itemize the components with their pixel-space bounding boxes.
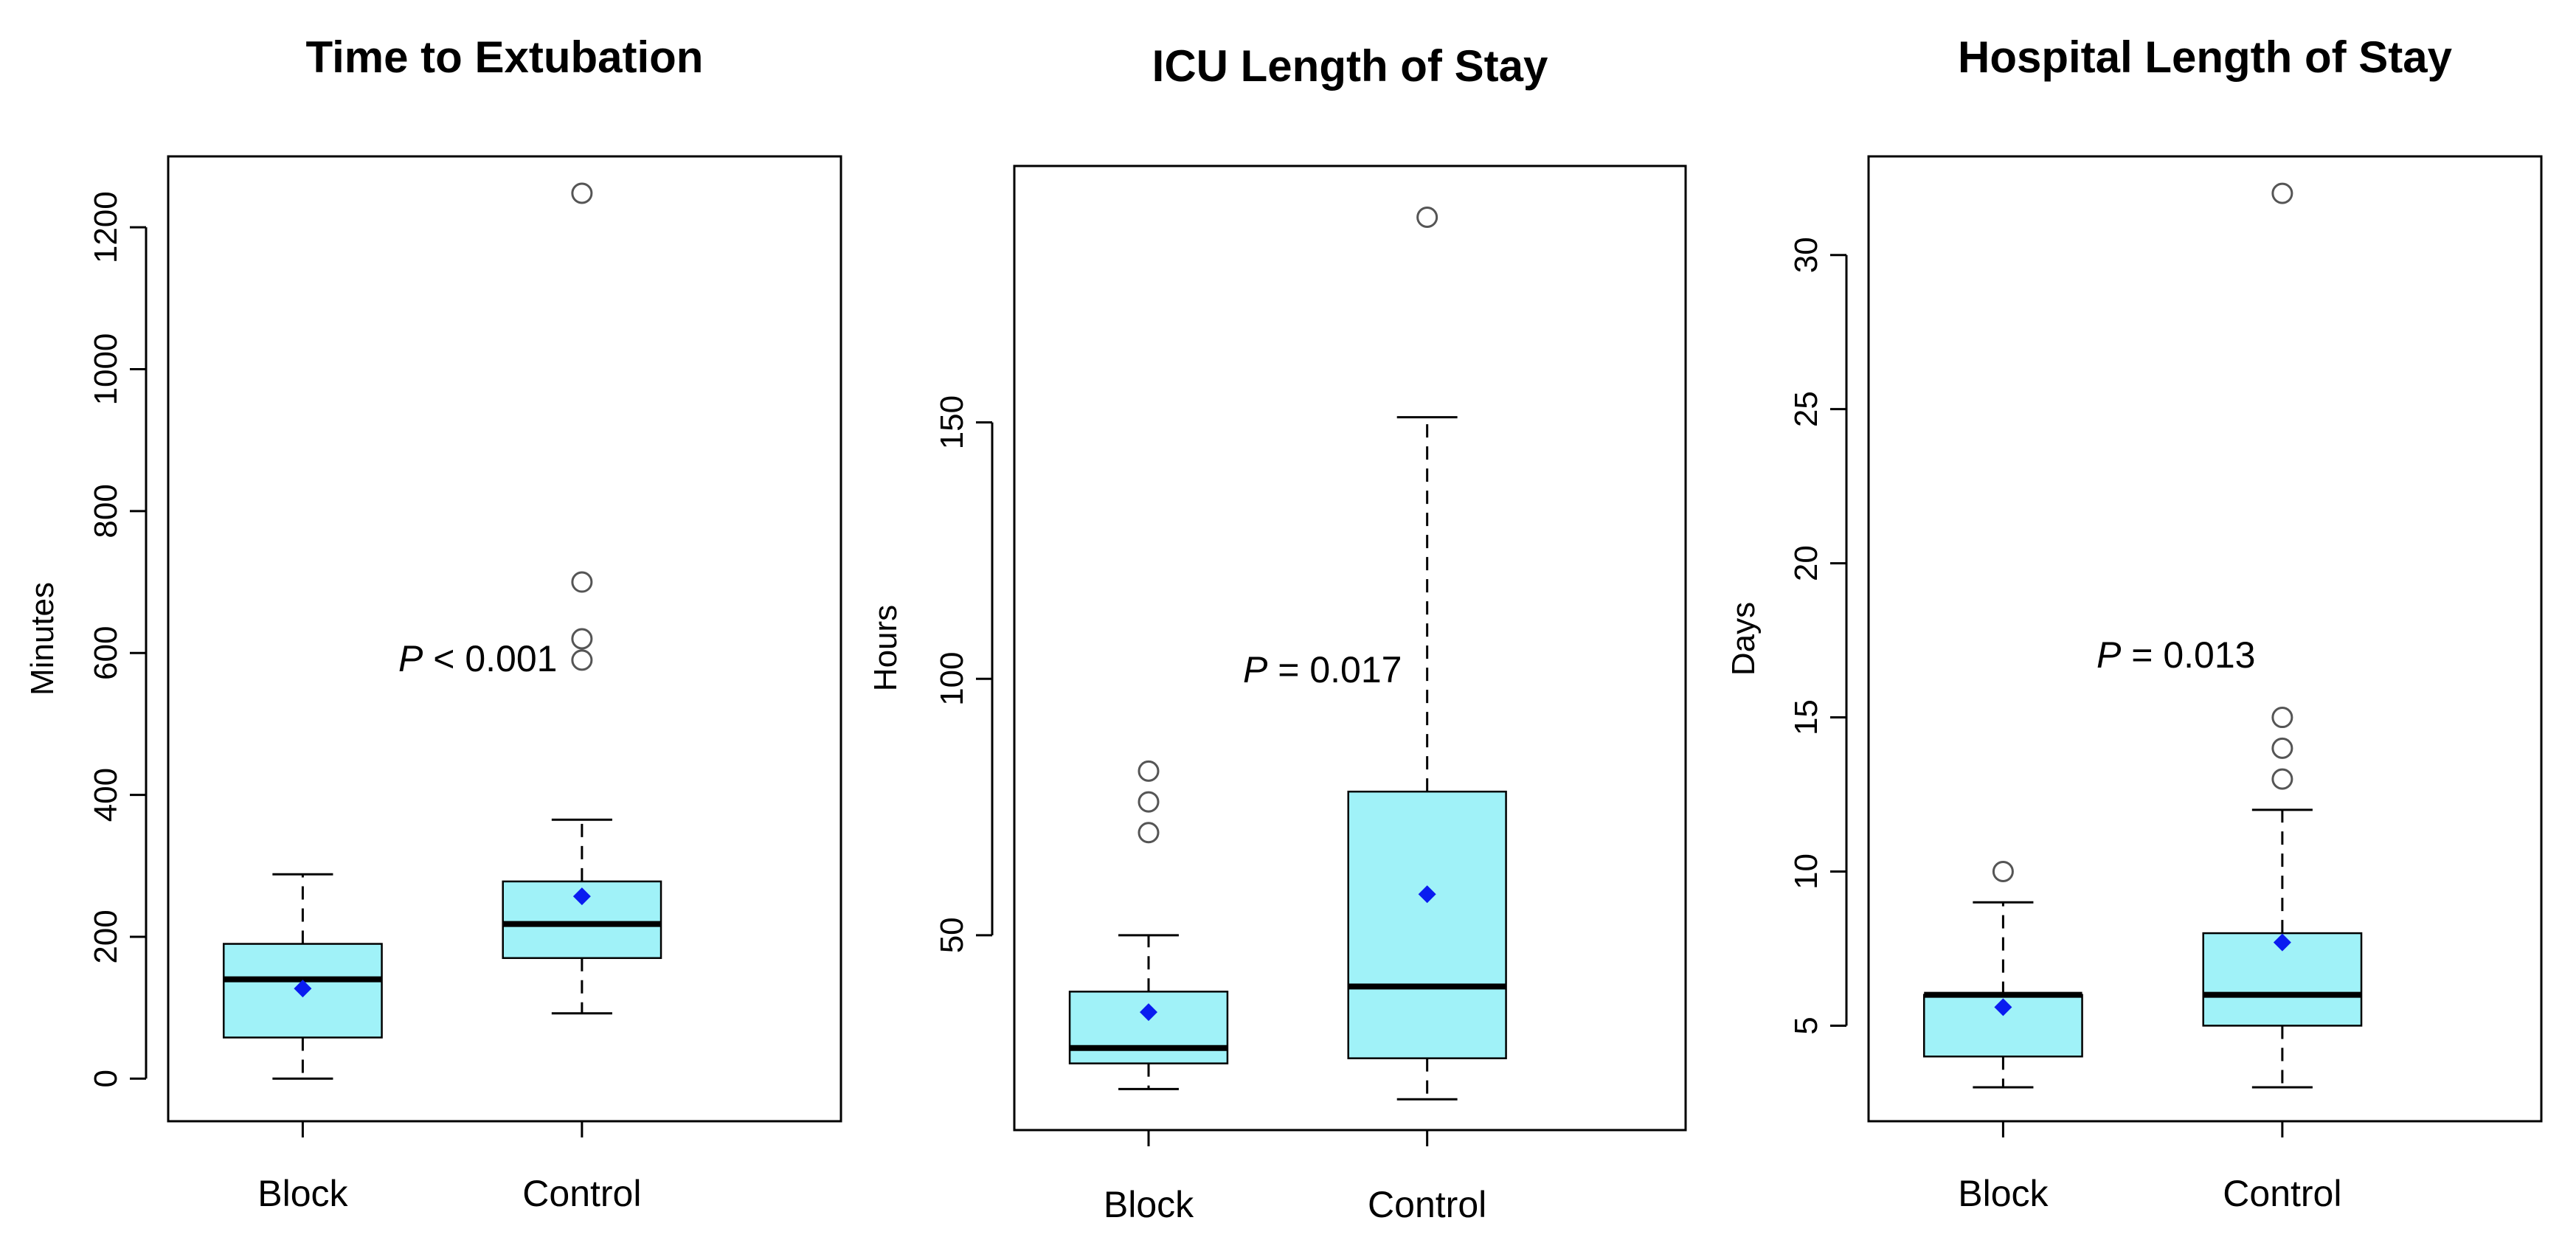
outlier-point — [571, 628, 593, 650]
chart-title: Time to Extubation — [306, 32, 704, 82]
panel-time-to-extubation: Time to Extubation 0 200 400 600 800 1000 1200 M… — [24, 32, 842, 1214]
y-tick-label: 400 — [88, 768, 124, 822]
y-tick-label: 25 — [1788, 391, 1824, 427]
panel-hospital-length-of-stay: Hospital Length of Stay 5 10 15 20 25 30 Days Bl… — [1725, 32, 2543, 1214]
outlier-point — [1138, 791, 1160, 813]
p-value-text: = 0.017 — [1267, 649, 1402, 690]
chart-title: ICU Length of Stay — [1152, 41, 1548, 91]
plot-frame — [1013, 164, 1687, 1132]
outlier-point — [571, 571, 593, 593]
p-value-annotation: P < 0.001 — [398, 638, 557, 679]
box-control — [1347, 207, 1507, 1101]
x-tick-label-block: Block — [257, 1173, 348, 1214]
mean-marker — [294, 980, 312, 998]
mean-marker — [572, 887, 591, 906]
y-axis-label: Days — [1725, 602, 1762, 676]
mean-marker — [1994, 998, 2012, 1016]
mean-marker — [2273, 933, 2291, 952]
y-tick-label: 20 — [1788, 545, 1824, 581]
x-tick-label-block: Block — [1958, 1173, 2049, 1214]
box-block — [222, 873, 383, 1080]
iqr-box — [1068, 991, 1229, 1064]
x-tick-label-block: Block — [1104, 1184, 1194, 1225]
y-tick-label: 1000 — [88, 333, 124, 406]
p-value-annotation: P = 0.013 — [2097, 634, 2255, 676]
box-block — [1068, 760, 1229, 1090]
p-value-annotation: P = 0.017 — [1243, 649, 1402, 690]
y-tick-label: 200 — [88, 910, 124, 963]
iqr-box — [1347, 790, 1507, 1059]
outlier-point — [2271, 768, 2293, 790]
p-value-text: = 0.013 — [2121, 634, 2255, 676]
plot-frame — [1867, 155, 2543, 1123]
y-tick-label: 0 — [88, 1070, 124, 1087]
x-tick-label-control: Control — [522, 1173, 641, 1214]
y-axis-label: Hours — [868, 605, 904, 691]
outlier-point — [1138, 822, 1160, 844]
box-block — [1922, 861, 2083, 1089]
p-symbol: P — [398, 638, 423, 679]
y-tick-label: 100 — [934, 652, 970, 706]
chart-title: Hospital Length of Stay — [1958, 32, 2453, 82]
outlier-point — [571, 649, 593, 671]
y-tick-label: 1200 — [88, 191, 124, 263]
y-tick-label: 30 — [1788, 237, 1824, 273]
y-tick-label: 10 — [1788, 853, 1824, 890]
panel-icu-length-of-stay: ICU Length of Stay 50 100 150 Hours Block Cont… — [868, 41, 1687, 1225]
outlier-point — [1138, 760, 1160, 782]
box-control — [502, 182, 662, 1015]
y-tick-label: 5 — [1788, 1016, 1824, 1034]
mean-marker — [1418, 885, 1436, 904]
y-tick-label: 600 — [88, 626, 124, 680]
outlier-point — [2271, 707, 2293, 729]
y-axis-label: Minutes — [24, 582, 60, 696]
outlier-point — [2271, 182, 2293, 204]
p-symbol: P — [2097, 634, 2122, 676]
p-value-text: < 0.001 — [423, 638, 557, 679]
p-symbol: P — [1243, 649, 1268, 690]
y-tick-label: 15 — [1788, 699, 1824, 735]
box-control — [2202, 182, 2363, 1089]
outlier-point — [571, 182, 593, 204]
outlier-point — [1416, 207, 1438, 229]
y-tick-label: 50 — [934, 917, 970, 953]
x-tick-label-control: Control — [1368, 1184, 1486, 1225]
y-tick-label: 800 — [88, 484, 124, 538]
outlier-point — [1992, 861, 2014, 883]
outlier-point — [2271, 737, 2293, 759]
mean-marker — [1140, 1003, 1157, 1022]
plot-frame — [167, 155, 842, 1123]
x-tick-label-control: Control — [2223, 1173, 2341, 1214]
y-tick-label: 150 — [934, 395, 970, 449]
